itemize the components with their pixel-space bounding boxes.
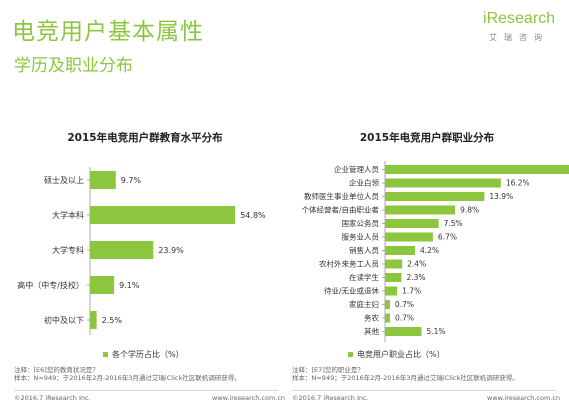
occupation-legend: 电竞用户职业占比（%） bbox=[348, 349, 445, 360]
logo-main-text: Research bbox=[486, 10, 556, 27]
bar bbox=[385, 192, 485, 201]
bar bbox=[385, 232, 433, 242]
right-note-question: 注释：[E7]您的职业是？ bbox=[292, 366, 364, 374]
category-label: 家庭主妇 bbox=[349, 299, 379, 309]
bar bbox=[385, 286, 398, 296]
education-chart: 硕士及以上 9.7% 大学本科 54.8% 大学专科 23.9% 高中（中专/技校） 9.1%… bbox=[17, 167, 266, 335]
left-note-sample: 样本：N=949；于2016年2月-2016年3月通过艾瑞iClick社区联机调… bbox=[14, 374, 241, 382]
category-label: 个体经营者/自由职业者 bbox=[301, 205, 379, 215]
value-label: 0.7% bbox=[395, 300, 414, 309]
category-label: 企业白领 bbox=[349, 178, 379, 188]
category-label: 服务业人员 bbox=[342, 232, 380, 242]
bar bbox=[90, 276, 115, 294]
category-label: 国家公务员 bbox=[342, 218, 380, 228]
category-label: 教师医生事业单位人员 bbox=[304, 191, 379, 201]
left-note-question: 注释：[E6]您的教育状况是？ bbox=[14, 366, 99, 374]
footer-divider-right bbox=[292, 390, 556, 391]
category-label: 务农 bbox=[364, 313, 379, 323]
footer-url-right: www.iresearch.com.cn bbox=[487, 394, 561, 402]
value-label: 1.7% bbox=[402, 287, 421, 296]
value-label: 4.2% bbox=[420, 246, 439, 255]
iresearch-logo: iResearch 艾瑞咨询 bbox=[483, 10, 559, 50]
category-label: 初中及以下 bbox=[44, 315, 84, 325]
bar bbox=[90, 171, 116, 189]
value-label: 2.3% bbox=[406, 273, 425, 282]
category-label: 其他 bbox=[364, 326, 379, 336]
bar bbox=[385, 205, 456, 215]
value-label: 9.7% bbox=[121, 176, 142, 185]
value-label: 2.5% bbox=[102, 316, 123, 325]
value-label: 2.4% bbox=[407, 260, 426, 269]
logo-wordmark: iResearch bbox=[483, 10, 555, 28]
bar bbox=[385, 219, 439, 228]
footer-url-left: www.iresearch.com.cn bbox=[212, 394, 286, 402]
bar bbox=[385, 165, 569, 174]
page-subtitle: 学历及职业分布 bbox=[14, 56, 133, 76]
bar bbox=[385, 259, 403, 269]
bar bbox=[90, 206, 236, 224]
category-label: 高中（中专/技校） bbox=[17, 280, 84, 290]
footer-copyright-right: ©2016.7 iResearch Inc. bbox=[292, 394, 369, 402]
value-label: 5.1% bbox=[426, 327, 445, 336]
logo-subtitle: 艾瑞咨询 bbox=[489, 33, 549, 42]
left-note: 注释：[E6]您的教育状况是？ 样本：N=949；于2016年2月-2016年3… bbox=[14, 366, 241, 382]
category-label: 在读学生 bbox=[349, 272, 379, 282]
category-label: 硕士及以上 bbox=[44, 175, 84, 185]
bar bbox=[385, 178, 501, 188]
bar bbox=[385, 300, 391, 309]
right-note-sample: 样本：N=949；于2016年2月-2016年3月通过艾瑞iClick社区联机调… bbox=[292, 374, 519, 382]
value-label: 16.2% bbox=[506, 179, 530, 188]
category-label: 销售人员 bbox=[349, 245, 379, 255]
category-label: 待业/无业或退休 bbox=[324, 286, 380, 296]
education-chart-title: 2015年电竞用户群教育水平分布 bbox=[67, 132, 223, 144]
logo-prefix: i bbox=[483, 10, 487, 27]
value-label: 6.7% bbox=[438, 233, 457, 242]
footer-copyright-left: ©2016.7 iResearch Inc. bbox=[14, 394, 91, 402]
category-label: 企业管理人员 bbox=[334, 164, 379, 174]
bar bbox=[90, 311, 97, 329]
value-label: 9.8% bbox=[460, 206, 479, 215]
education-legend-label: 各个学历占比（%） bbox=[112, 350, 184, 359]
category-label: 大学本科 bbox=[52, 210, 84, 220]
value-label: 0.7% bbox=[395, 314, 414, 323]
bar bbox=[90, 241, 154, 259]
category-label: 农村外来务工人员 bbox=[319, 259, 379, 269]
education-legend: 各个学历占比（%） bbox=[103, 349, 184, 360]
category-label: 大学专科 bbox=[52, 245, 84, 255]
value-label: 54.8% bbox=[240, 211, 266, 220]
bar bbox=[385, 313, 391, 323]
bar bbox=[385, 246, 416, 255]
legend-swatch bbox=[103, 352, 108, 357]
page-title: 电竞用户基本属性 bbox=[12, 19, 204, 45]
occupation-chart-title: 2015年电竞用户群职业分布 bbox=[359, 132, 495, 144]
occupation-chart: 企业管理人员28.7%企业白领16.2%教师医生事业单位人员13.9%个体经营者… bbox=[301, 161, 569, 342]
value-label: 13.9% bbox=[489, 192, 513, 201]
footer-divider-left bbox=[14, 390, 278, 391]
value-label: 23.9% bbox=[158, 246, 184, 255]
bar bbox=[385, 273, 402, 282]
occupation-legend-label: 电竞用户职业占比（%） bbox=[357, 350, 445, 359]
legend-swatch bbox=[348, 352, 353, 357]
value-label: 9.1% bbox=[119, 281, 140, 290]
bar bbox=[385, 327, 422, 336]
right-note: 注释：[E7]您的职业是？ 样本：N=949；于2016年2月-2016年3月通… bbox=[292, 366, 519, 382]
value-label: 7.5% bbox=[444, 219, 463, 228]
